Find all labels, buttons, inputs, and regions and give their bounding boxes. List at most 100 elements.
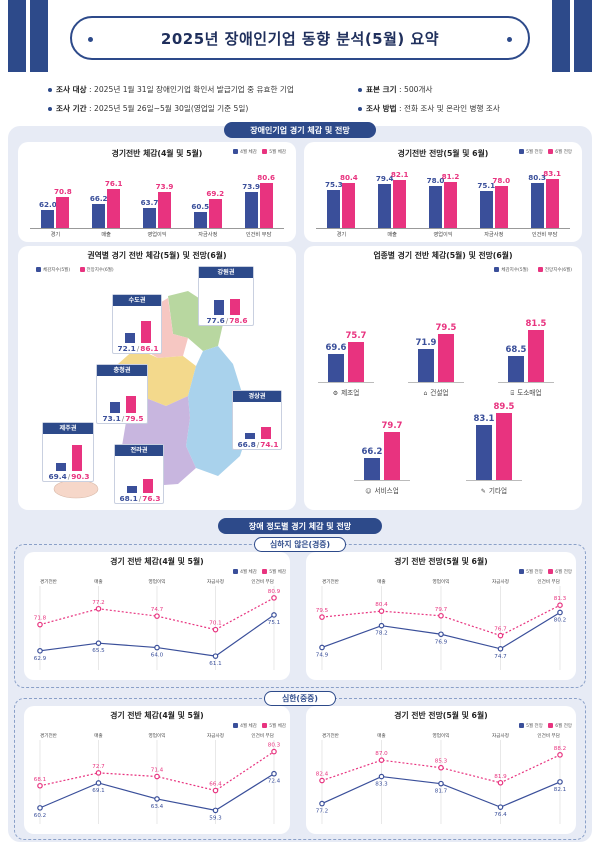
data-label: 78.0 bbox=[492, 176, 511, 186]
data-label: 79.5 bbox=[435, 323, 457, 334]
data-label: 72.4 bbox=[268, 779, 281, 785]
data-label: 75.3 bbox=[325, 180, 343, 190]
category-label: 경기 bbox=[336, 232, 347, 238]
region-bar bbox=[127, 486, 137, 493]
chart-legend: 4월 체감 5월 체감 bbox=[229, 569, 286, 575]
severe-outlook-panel: 경기 전반 전망(5월 및 6월) 5월 전망 6월 전망 경기전반 매출 영업이익… bbox=[306, 706, 576, 834]
header-stripe bbox=[574, 0, 592, 72]
value-separator: / bbox=[225, 316, 229, 325]
data-label: 79.7 bbox=[435, 607, 448, 613]
data-point bbox=[95, 605, 102, 612]
region-name: 수도권 bbox=[113, 295, 161, 306]
data-point bbox=[154, 773, 160, 780]
industry-label: ⌸ 도소매업 bbox=[492, 387, 560, 398]
legend-swatch-pink bbox=[537, 267, 543, 272]
data-label: 82.1 bbox=[390, 170, 409, 180]
header-stripe bbox=[8, 0, 26, 72]
data-label: 80.4 bbox=[375, 602, 388, 608]
data-label: 71.8 bbox=[34, 616, 47, 622]
region-card: 경상권 66.8/74.1 bbox=[232, 390, 282, 450]
data-label: 66.4 bbox=[209, 782, 222, 788]
chart-bar bbox=[92, 203, 106, 228]
industry-name: 도소매업 bbox=[517, 389, 542, 397]
line-chart: 경기전반 매출 영업이익 자금사정 인건비 부담 74.9 78.2 76.9 74.7 80.2… bbox=[316, 578, 567, 670]
header-stripe bbox=[552, 0, 570, 72]
legend-label: 5월 전망 bbox=[526, 570, 543, 575]
chart-bar bbox=[193, 212, 207, 228]
legend-swatch-pink bbox=[548, 149, 554, 154]
map-region-jeju bbox=[53, 479, 99, 499]
line-chart: 경기전반 매출 영업이익 자금사정 인건비 부담 62.9 65.5 64.0 61.1 75.1… bbox=[34, 578, 281, 670]
smile-icon: ☺ bbox=[365, 488, 372, 495]
data-label: 70.8 bbox=[54, 187, 72, 197]
legend-label: 체감지수(5월) bbox=[43, 268, 71, 273]
region-value-6: 86.1 bbox=[140, 344, 159, 353]
data-label: 66.2 bbox=[89, 193, 108, 203]
header-stripe bbox=[30, 0, 48, 72]
data-point bbox=[438, 764, 444, 771]
category-label: 매출 bbox=[377, 732, 385, 739]
data-label: 65.5 bbox=[92, 648, 105, 654]
data-point bbox=[95, 640, 102, 646]
method-value: : 전화 조사 및 온라인 병행 조사 bbox=[399, 104, 500, 113]
data-point bbox=[557, 609, 563, 616]
data-point bbox=[37, 782, 43, 789]
region-bar bbox=[125, 332, 135, 343]
industry-name: 건설업 bbox=[430, 389, 449, 397]
data-point bbox=[497, 804, 504, 810]
legend-swatch-blue bbox=[519, 149, 525, 154]
chart-legend: 체감지수(5월) 전망지수(6월) bbox=[32, 267, 114, 273]
data-point bbox=[319, 614, 325, 620]
target-label: 조사 대상 bbox=[56, 85, 87, 94]
chart-bar bbox=[259, 182, 273, 228]
region-name: 전라권 bbox=[115, 445, 163, 456]
data-label: 68.1 bbox=[34, 777, 47, 783]
gear-icon: ⚙ bbox=[332, 390, 339, 397]
data-label: 79.4 bbox=[375, 174, 394, 184]
region-value-6: 74.1 bbox=[260, 440, 279, 449]
data-label: 81.9 bbox=[494, 774, 507, 780]
data-label: 74.7 bbox=[494, 654, 507, 660]
category-label: 인건비 부담 bbox=[251, 732, 274, 739]
legend-swatch-pink bbox=[548, 569, 554, 574]
chart-bar bbox=[327, 190, 341, 228]
data-label: 88.2 bbox=[554, 746, 566, 752]
series-line bbox=[39, 597, 275, 631]
chart-baseline bbox=[316, 228, 570, 229]
chart-bar bbox=[208, 199, 222, 228]
data-label: 69.6 bbox=[325, 342, 347, 353]
data-point bbox=[271, 748, 277, 755]
data-label: 80.3 bbox=[528, 172, 546, 182]
legend-label: 4월 체감 bbox=[240, 570, 257, 575]
data-label: 81.5 bbox=[525, 319, 547, 330]
legend-swatch-pink bbox=[262, 149, 268, 154]
series-line bbox=[321, 754, 561, 784]
page-title: 2025년 장애인기업 동향 분석(5월) 요약 bbox=[160, 29, 440, 48]
title-dot bbox=[88, 37, 93, 42]
industry-label: ⌂ 건설업 bbox=[402, 387, 470, 397]
region-card: 수도권 72.1/86.1 bbox=[112, 294, 162, 354]
chart-bar bbox=[56, 197, 70, 228]
chart-title: 경기전반 전망(5월 및 6월) bbox=[397, 149, 489, 158]
value-separator: / bbox=[256, 440, 260, 449]
industry-bar bbox=[528, 330, 544, 382]
legend-swatch-pink bbox=[262, 569, 268, 574]
line-chart: 경기전반 매출 영업이익 자금사정 인건비 부담 60.2 69.1 63.4 59.3 72.4… bbox=[34, 732, 281, 824]
industry-label: ⚙ 제조업 bbox=[312, 387, 380, 397]
legend-swatch-blue bbox=[233, 569, 239, 574]
legend-swatch-blue bbox=[233, 723, 239, 728]
data-label: 75.1 bbox=[477, 180, 496, 190]
data-label: 79.5 bbox=[316, 608, 329, 614]
region-values: 69.4/90.3 bbox=[43, 472, 95, 481]
severe-pill: 심한(중증) bbox=[264, 691, 336, 706]
chart-bar bbox=[479, 190, 493, 228]
category-label: 경기전반 bbox=[322, 732, 340, 739]
mild-sentiment-panel: 경기 전반 체감(4월 및 5월) 4월 체감 5월 체감 경기전반 매출 영업이익… bbox=[24, 552, 290, 680]
value-separator: / bbox=[121, 414, 125, 423]
value-separator: / bbox=[136, 344, 140, 353]
data-point bbox=[271, 770, 277, 777]
data-point bbox=[319, 800, 325, 807]
chart-title: 경기 전반 체감(4월 및 5월) bbox=[110, 711, 204, 720]
chart-baseline bbox=[30, 228, 284, 229]
category-label: 경기전반 bbox=[40, 578, 58, 585]
